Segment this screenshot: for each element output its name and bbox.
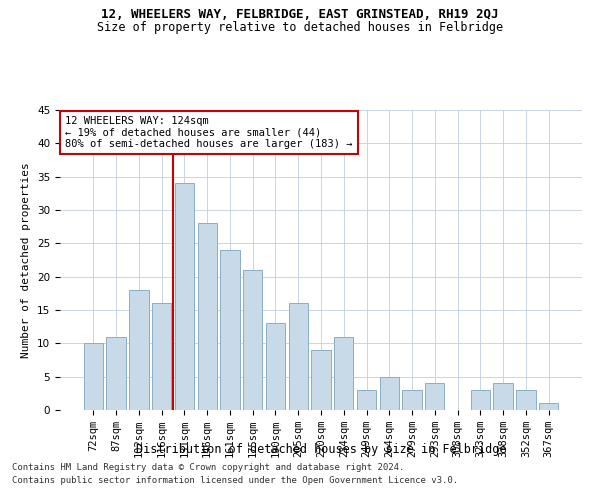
- Bar: [152, 304, 172, 410]
- Bar: [243, 270, 262, 410]
- Bar: [266, 324, 285, 410]
- Bar: [84, 344, 103, 410]
- Bar: [311, 350, 331, 410]
- Bar: [493, 384, 513, 410]
- Bar: [357, 390, 376, 410]
- Bar: [470, 390, 490, 410]
- Text: Size of property relative to detached houses in Felbridge: Size of property relative to detached ho…: [97, 22, 503, 35]
- Bar: [175, 184, 194, 410]
- Bar: [220, 250, 239, 410]
- Text: Distribution of detached houses by size in Felbridge: Distribution of detached houses by size …: [136, 442, 506, 456]
- Bar: [129, 290, 149, 410]
- Text: Contains HM Land Registry data © Crown copyright and database right 2024.: Contains HM Land Registry data © Crown c…: [12, 464, 404, 472]
- Bar: [516, 390, 536, 410]
- Text: 12, WHEELERS WAY, FELBRIDGE, EAST GRINSTEAD, RH19 2QJ: 12, WHEELERS WAY, FELBRIDGE, EAST GRINST…: [101, 8, 499, 20]
- Bar: [106, 336, 126, 410]
- Y-axis label: Number of detached properties: Number of detached properties: [22, 162, 31, 358]
- Bar: [380, 376, 399, 410]
- Bar: [403, 390, 422, 410]
- Bar: [539, 404, 558, 410]
- Bar: [197, 224, 217, 410]
- Bar: [334, 336, 353, 410]
- Text: Contains public sector information licensed under the Open Government Licence v3: Contains public sector information licen…: [12, 476, 458, 485]
- Text: 12 WHEELERS WAY: 124sqm
← 19% of detached houses are smaller (44)
80% of semi-de: 12 WHEELERS WAY: 124sqm ← 19% of detache…: [65, 116, 353, 149]
- Bar: [289, 304, 308, 410]
- Bar: [425, 384, 445, 410]
